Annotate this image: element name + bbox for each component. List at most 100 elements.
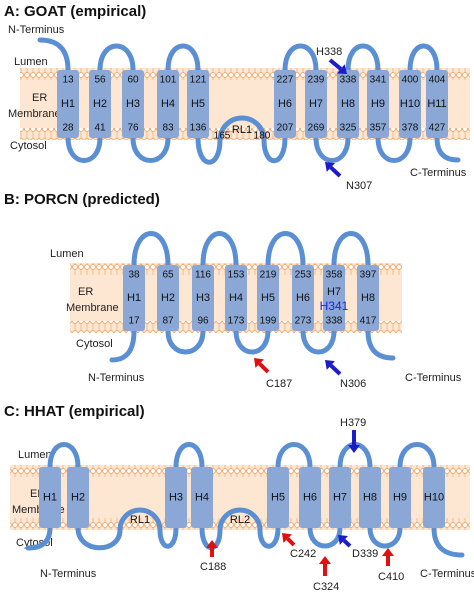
helix bbox=[274, 70, 296, 138]
panel-title: A: GOAT (empirical) bbox=[4, 3, 146, 20]
helix-label: H4 bbox=[195, 491, 209, 503]
lipid-heads-bottom bbox=[10, 518, 470, 530]
lumen-label: Lumen bbox=[50, 248, 84, 260]
helix bbox=[292, 265, 314, 331]
residue-marker-label: N306 bbox=[340, 378, 366, 390]
residue-number: 116 bbox=[195, 270, 211, 281]
residue-number: 207 bbox=[277, 123, 294, 134]
lipid-heads-top bbox=[10, 465, 470, 477]
helix bbox=[225, 265, 247, 331]
residue-number: 65 bbox=[162, 270, 174, 281]
n-terminus-label: N-Terminus bbox=[40, 568, 97, 580]
residue-number: 239 bbox=[308, 75, 325, 86]
helix-label: H5 bbox=[271, 491, 285, 503]
residue-number: 38 bbox=[128, 270, 140, 281]
helix-label: H6 bbox=[278, 98, 292, 110]
residue-number: 173 bbox=[228, 316, 245, 327]
helix-label: H7 bbox=[309, 98, 323, 110]
residue-number: 227 bbox=[277, 75, 294, 86]
residue-number: 325 bbox=[340, 123, 357, 134]
helix bbox=[337, 70, 359, 138]
lumen-label: Lumen bbox=[18, 449, 52, 461]
helix bbox=[305, 70, 327, 138]
n-terminus-label: N-Terminus bbox=[8, 24, 65, 36]
panel: B: PORCN (predicted) Lumen ER Membrane Cytos… bbox=[4, 191, 462, 390]
residue-number: 338 bbox=[340, 75, 357, 86]
arrow-head bbox=[337, 64, 347, 74]
helix-label: H5 bbox=[261, 292, 275, 304]
helix bbox=[122, 70, 144, 138]
helix bbox=[39, 467, 61, 528]
helix-label: H1 bbox=[43, 491, 57, 503]
residue-number: 13 bbox=[62, 75, 74, 86]
arrow-head bbox=[282, 533, 292, 543]
lumen-label: Lumen bbox=[14, 56, 48, 68]
residue-marker-label: D339 bbox=[352, 548, 378, 560]
helix-label: H4 bbox=[161, 98, 175, 110]
helix bbox=[157, 265, 179, 331]
residue-number: 136 bbox=[190, 123, 207, 134]
cytosol-label: Cytosol bbox=[10, 140, 47, 152]
panel: C: HHAT (empirical)LumenERMembraneCytoso… bbox=[4, 403, 474, 593]
helix-label: H5 bbox=[191, 98, 205, 110]
arrow-head bbox=[338, 535, 348, 545]
residue-number: 87 bbox=[162, 316, 174, 327]
helix bbox=[192, 265, 214, 331]
arrow-shaft bbox=[342, 538, 352, 548]
residue-marker-label: H379 bbox=[340, 417, 366, 429]
residue-number: 153 bbox=[228, 270, 245, 281]
residue-number: 60 bbox=[127, 75, 139, 86]
arrow-head bbox=[348, 445, 360, 453]
polypeptide-chain bbox=[25, 442, 465, 558]
arrow-shaft bbox=[329, 363, 342, 376]
c-terminus-label: C-Terminus bbox=[420, 568, 474, 580]
polypeptide-chain bbox=[37, 37, 461, 165]
c-terminus-label: C-Terminus bbox=[405, 372, 462, 384]
cytosol-label: Cytosol bbox=[76, 338, 113, 350]
helix-label: H11 bbox=[427, 98, 446, 110]
helix bbox=[157, 70, 179, 138]
helix bbox=[89, 70, 111, 138]
residue-number: 121 bbox=[190, 75, 207, 86]
residue-number: 28 bbox=[62, 123, 74, 134]
helix-label: H6 bbox=[303, 491, 317, 503]
residue-number: 358 bbox=[326, 270, 343, 281]
arrow-shaft bbox=[286, 537, 296, 547]
helix bbox=[399, 70, 421, 138]
membrane-label: ER bbox=[32, 92, 47, 104]
residue-marker-label: N307 bbox=[346, 180, 372, 192]
residue-number: 56 bbox=[94, 75, 106, 86]
helix bbox=[359, 467, 381, 528]
helix bbox=[426, 70, 448, 138]
helix-label: H9 bbox=[393, 491, 407, 503]
arrow-head bbox=[325, 162, 335, 172]
residue-number: 341 bbox=[370, 75, 387, 86]
residue-marker-label: C188 bbox=[200, 561, 226, 573]
residue-number: 427 bbox=[429, 123, 446, 134]
residue-number: 400 bbox=[402, 75, 419, 86]
residue-number: 404 bbox=[429, 75, 446, 86]
helix-label: H2 bbox=[71, 491, 85, 503]
reentrant-loop-label: RL1 bbox=[232, 124, 252, 136]
helix bbox=[423, 467, 445, 528]
residue-number: 180 bbox=[254, 131, 271, 142]
residue-number: 165 bbox=[214, 131, 231, 142]
helix bbox=[267, 467, 289, 528]
residue-number: 101 bbox=[160, 75, 177, 86]
helix bbox=[257, 265, 279, 331]
helix bbox=[389, 467, 411, 528]
helix-label: H8 bbox=[361, 292, 375, 304]
reentrant-loop-label: RL2 bbox=[230, 514, 250, 526]
membrane-label: Membrane bbox=[66, 302, 119, 314]
residue-number: 83 bbox=[162, 123, 174, 134]
helix bbox=[57, 70, 79, 138]
helix-label: H3 bbox=[196, 292, 210, 304]
residue-number: 96 bbox=[197, 316, 209, 327]
helix bbox=[367, 70, 389, 138]
residue-number: 357 bbox=[370, 123, 387, 134]
residue-marker-label: C410 bbox=[378, 571, 404, 583]
helix bbox=[329, 467, 351, 528]
helix bbox=[299, 467, 321, 528]
residue-number: 338 bbox=[326, 316, 343, 327]
